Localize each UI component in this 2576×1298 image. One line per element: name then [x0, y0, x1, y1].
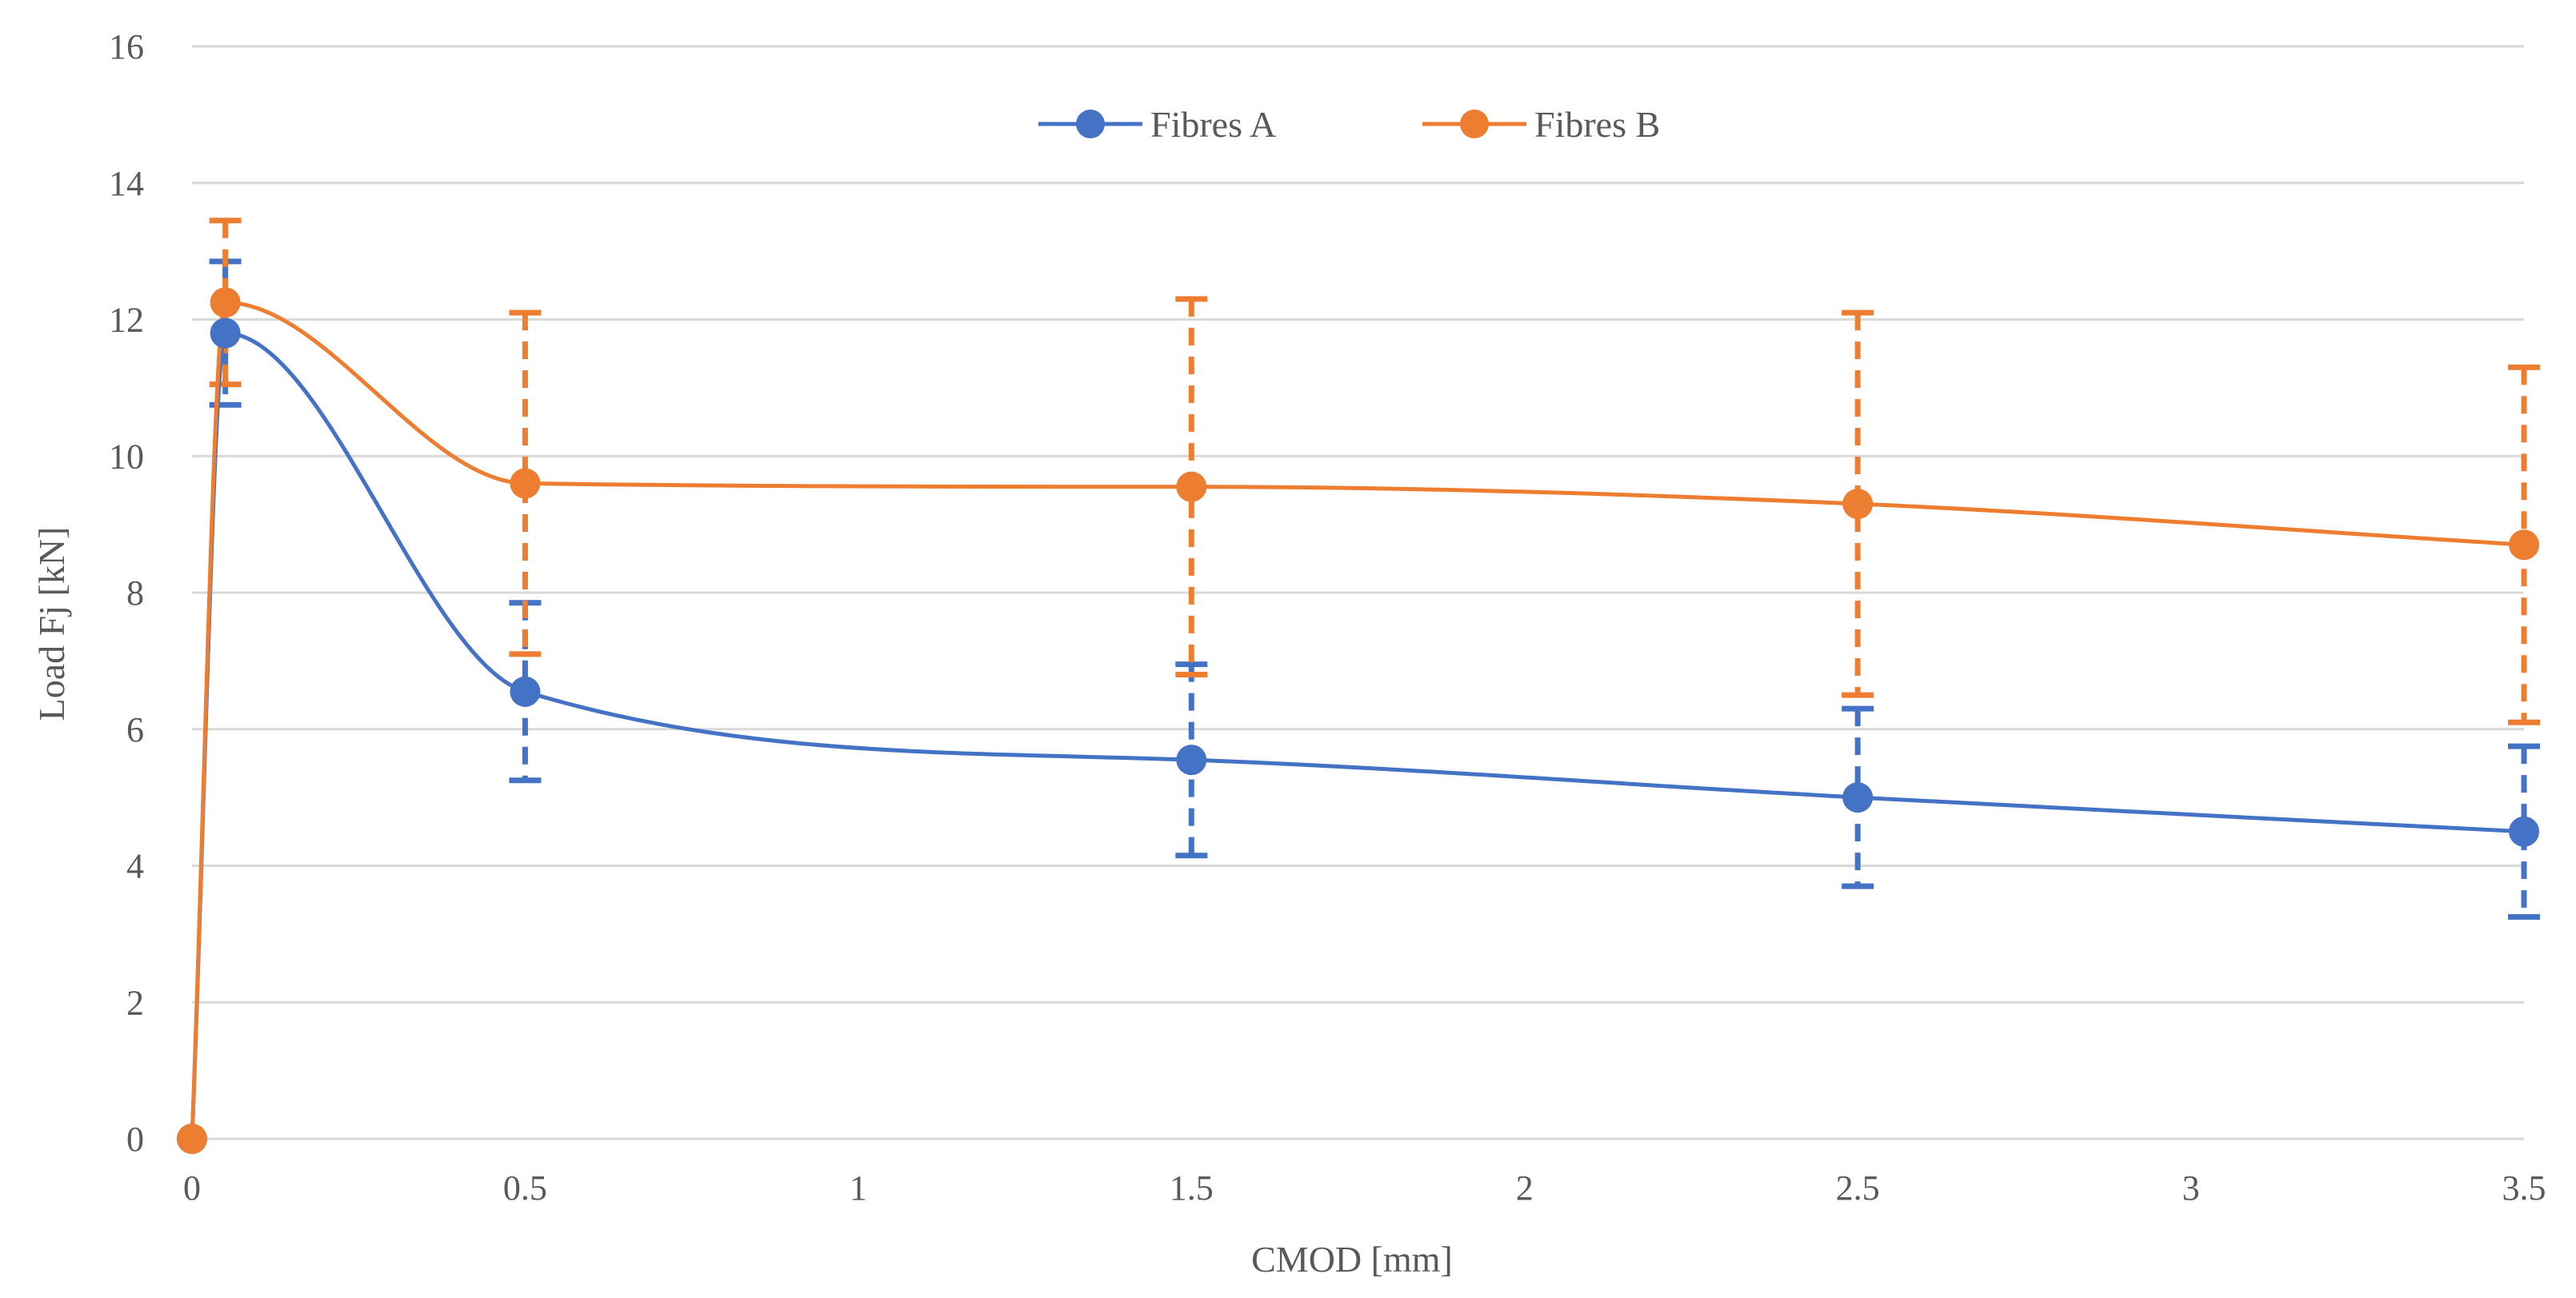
- y-tick-label: 2: [126, 983, 144, 1022]
- data-point: [210, 318, 241, 349]
- x-tick-label: 0: [183, 1168, 201, 1208]
- data-point: [1842, 489, 1874, 520]
- x-tick-label: 2: [1516, 1168, 1534, 1208]
- data-point: [1842, 782, 1874, 813]
- y-tick-label: 4: [126, 847, 144, 886]
- series-lines: [190, 300, 2525, 1140]
- y-tick-label: 16: [109, 27, 144, 66]
- y-tick-label: 10: [109, 437, 144, 476]
- data-point: [2509, 529, 2539, 561]
- x-tick-label: 2.5: [1836, 1168, 1880, 1208]
- legend: Fibres A Fibres B: [1038, 104, 1660, 145]
- legend-marker: [1076, 110, 1105, 138]
- legend-label: Fibres A: [1150, 104, 1276, 145]
- legend-label: Fibres B: [1534, 104, 1660, 145]
- data-point: [177, 1124, 207, 1154]
- data-point: [210, 287, 241, 318]
- data-point: [2509, 816, 2539, 847]
- y-tick-label: 14: [109, 164, 144, 203]
- x-axis-ticks: 0 0.5 1 1.5 2 2.5 3 3.5: [183, 1168, 2546, 1208]
- series-markers: [177, 287, 2539, 1154]
- x-tick-label: 1: [850, 1168, 867, 1208]
- x-tick-label: 3: [2182, 1168, 2200, 1208]
- data-point: [1176, 745, 1207, 776]
- legend-marker: [1460, 110, 1489, 138]
- y-tick-label: 8: [126, 573, 144, 613]
- data-point: [510, 676, 541, 707]
- data-point: [510, 468, 541, 499]
- y-axis-title: Load Fj [kN]: [31, 527, 72, 721]
- series-line-fibres-b: [190, 300, 2525, 1140]
- x-tick-label: 0.5: [503, 1168, 547, 1208]
- y-tick-label: 6: [126, 710, 144, 749]
- grid: [192, 45, 2524, 1140]
- x-axis-title: CMOD [mm]: [1251, 1239, 1453, 1280]
- y-tick-label: 0: [126, 1120, 144, 1159]
- y-axis-ticks: 0 2 4 6 8 10 12 14 16: [109, 27, 144, 1159]
- data-point: [1176, 471, 1207, 502]
- y-tick-label: 12: [109, 301, 144, 340]
- error-bars: [209, 218, 2540, 921]
- x-tick-label: 3.5: [2502, 1168, 2546, 1208]
- series-line-fibres-a: [190, 331, 2525, 1140]
- x-tick-label: 1.5: [1170, 1168, 1214, 1208]
